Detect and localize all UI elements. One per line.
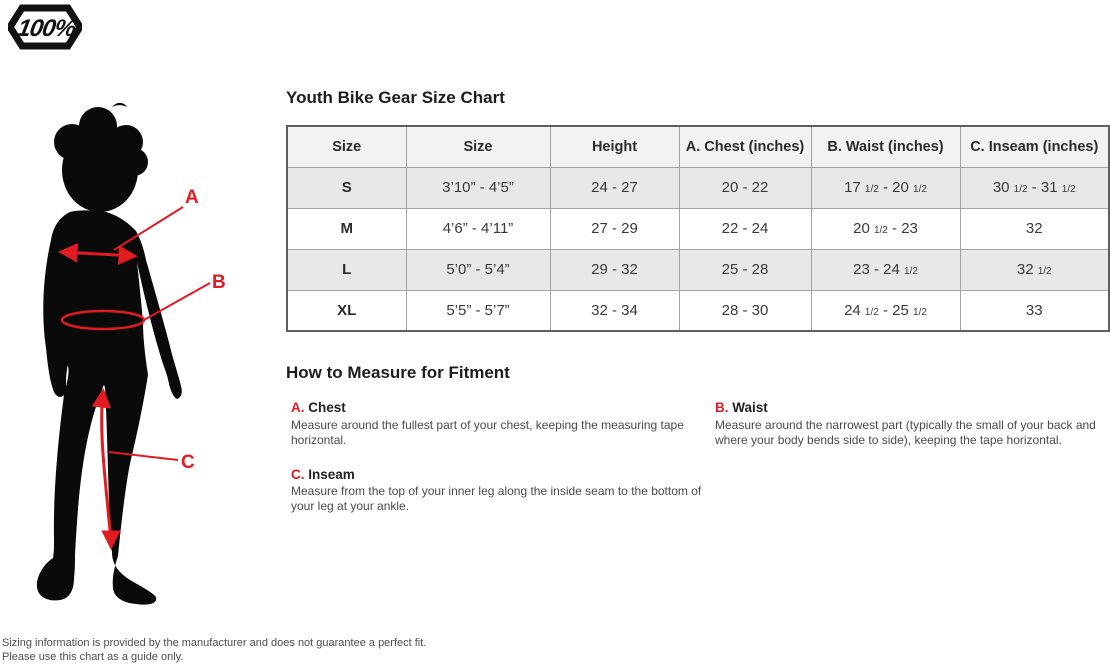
cell-height: 27 - 29 [549,207,680,250]
measure-description-waist: Measure around the narrowest part (typic… [715,418,1096,447]
cell-chest: 25 - 28 [678,248,812,291]
cell-inseam: 32 1/2 [959,248,1110,291]
waist-leader-line [143,282,211,321]
measurement-annotations: A B C [58,187,226,550]
table-row: L 5’0” - 5’4” 29 - 32 25 - 28 23 - 24 1/… [286,248,1110,291]
cell-waist: 23 - 24 1/2 [810,248,961,291]
cell-waist: 20 1/2 - 23 [810,207,961,250]
cell-chest: 22 - 24 [678,207,812,250]
cell-size-range: 5’5” - 5’7” [405,289,551,332]
cell-inseam: 33 [959,289,1110,332]
cell-inseam: 32 [959,207,1110,250]
col-header-chest: A. Chest (inches) [678,125,812,168]
measure-letter-a: A. [291,400,305,415]
cell-height: 24 - 27 [549,166,680,209]
measure-name-waist: Waist [732,400,768,415]
inseam-measure-arrow [91,388,121,550]
cell-size: S [286,166,407,209]
measurement-figure-illustration: A B C [36,102,226,605]
inseam-leader-line [108,451,179,461]
figure-label-a: A [185,187,199,208]
figure-label-c: C [181,452,195,473]
brand-logo-icon: 100% [8,4,82,50]
size-chart-table: Size Size Height A. Chest (inches) B. Wa… [286,125,1110,332]
chest-measure-arrow [58,243,138,265]
measure-letter-b: B. [715,400,729,415]
table-header-row: Size Size Height A. Chest (inches) B. Wa… [286,125,1110,168]
cell-waist: 17 1/2 - 20 1/2 [810,166,961,209]
page-title: Youth Bike Gear Size Chart [286,88,505,107]
cell-size-range: 3’10” - 4’5” [405,166,551,209]
brand-logo-text: 100% [15,15,78,42]
measure-heading-chest: A. Chest [291,400,346,415]
cell-chest: 20 - 22 [678,166,812,209]
figure-label-b: B [212,272,226,293]
measure-name-inseam: Inseam [308,467,355,482]
chest-leader-line [113,206,184,251]
footer-disclaimer-line2: Please use this chart as a guide only. [2,651,184,663]
cell-height: 32 - 34 [549,289,680,332]
cell-inseam: 30 1/2 - 31 1/2 [959,166,1110,209]
cell-size: L [286,248,407,291]
cell-size-range: 4’6” - 4’11” [405,207,551,250]
cell-chest: 28 - 30 [678,289,812,332]
cell-size: XL [286,289,407,332]
measure-heading-inseam: C. Inseam [291,467,355,482]
measure-description-chest: Measure around the fullest part of your … [291,418,684,447]
table-row: M 4’6” - 4’11” 27 - 29 22 - 24 20 1/2 - … [286,207,1110,250]
col-header-waist: B. Waist (inches) [810,125,961,168]
footer-disclaimer-line1: Sizing information is provided by the ma… [2,637,427,649]
col-header-height: Height [549,125,680,168]
table-row: S 3’10” - 4’5” 24 - 27 20 - 22 17 1/2 - … [286,166,1110,209]
measure-name-chest: Chest [308,400,346,415]
measure-heading-waist: B. Waist [715,400,768,415]
col-header-size: Size [286,125,407,168]
measure-letter-c: C. [291,467,305,482]
measure-description-inseam: Measure from the top of your inner leg a… [291,484,702,513]
cell-size-range: 5’0” - 5’4” [405,248,551,291]
col-header-inseam: C. Inseam (inches) [959,125,1110,168]
cell-waist: 24 1/2 - 25 1/2 [810,289,961,332]
table-row: XL 5’5” - 5’7” 32 - 34 28 - 30 24 1/2 - … [286,289,1110,332]
measure-section-title: How to Measure for Fitment [286,363,510,382]
cell-height: 29 - 32 [549,248,680,291]
cell-size: M [286,207,407,250]
col-header-size-2: Size [405,125,551,168]
